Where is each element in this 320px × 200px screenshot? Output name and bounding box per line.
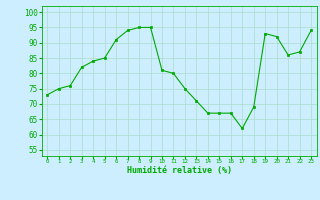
X-axis label: Humidité relative (%): Humidité relative (%) [127,166,232,175]
